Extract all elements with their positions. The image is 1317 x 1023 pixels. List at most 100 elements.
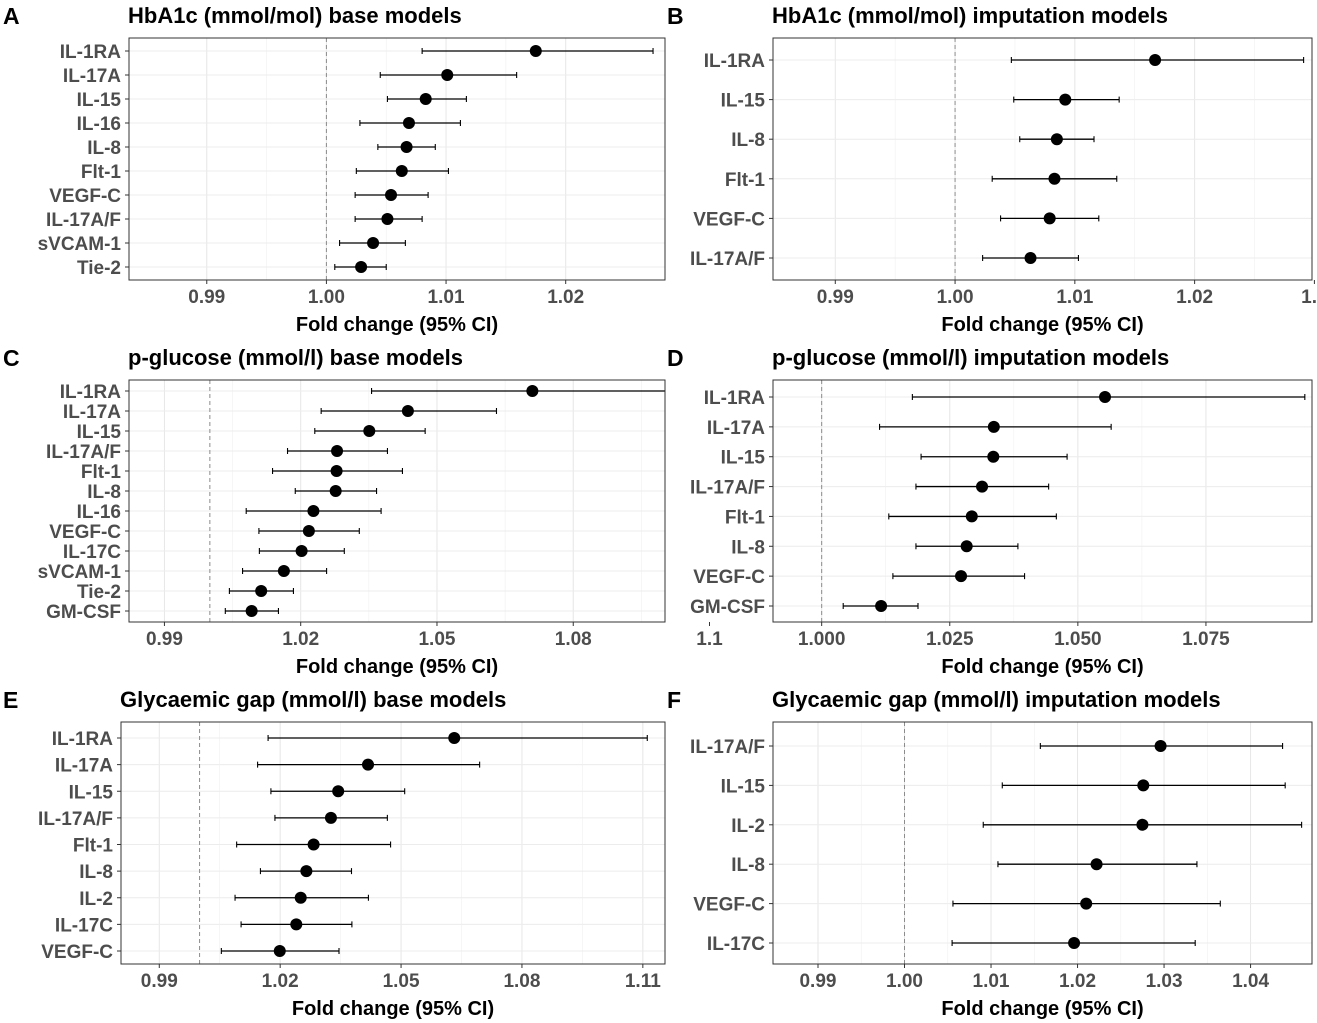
estimate-point [1136, 818, 1149, 831]
estimate-point [362, 758, 375, 771]
y-tick-label: IL-15 [721, 448, 766, 469]
x-axis-title: Fold change (95% CI) [292, 998, 494, 1020]
estimate-point [976, 480, 989, 493]
x-tick-label: 0.99 [146, 629, 183, 650]
panel-title-b: HbA1c (mmol/mol) imputation models [772, 3, 1169, 28]
estimate-point [395, 165, 408, 177]
estimate-point [307, 838, 320, 851]
y-tick-label: GM-CSF [690, 597, 765, 618]
y-tick-label: IL-1RA [704, 51, 766, 72]
x-tick-label: 0.99 [141, 971, 178, 992]
panel-letter-f: F [667, 687, 682, 713]
y-tick-label: IL-17A/F [46, 210, 121, 231]
estimate-point [245, 605, 258, 617]
panel-border [120, 721, 666, 965]
y-tick-label: IL-1RA [60, 382, 122, 403]
estimate-point [1137, 779, 1150, 792]
y-tick-label: GM-CSF [46, 602, 121, 623]
x-tick-label: 1.04 [1232, 971, 1269, 992]
y-tick-label: IL-17A [55, 756, 113, 777]
panel-letter-a: A [3, 3, 20, 29]
x-tick-label: 1.05 [418, 629, 455, 650]
y-tick-label: VEGF-C [49, 186, 121, 207]
panel-c: IL-1RAIL-17AIL-15IL-17A/FFlt-1IL-8IL-16V… [38, 379, 723, 678]
estimate-point [987, 450, 1000, 463]
x-tick-label: 1.050 [1054, 629, 1102, 650]
y-tick-label: Flt-1 [725, 507, 766, 528]
y-tick-label: IL-1RA [704, 388, 766, 409]
estimate-point [329, 485, 342, 497]
estimate-point [277, 565, 290, 577]
estimate-point [955, 570, 968, 583]
x-tick-label: 1.02 [282, 629, 319, 650]
panel-border [772, 37, 1313, 281]
y-tick-label: VEGF-C [49, 522, 121, 543]
y-tick-label: IL-2 [731, 816, 765, 837]
estimate-point [385, 189, 398, 201]
plot-area-f [773, 722, 1312, 964]
estimate-point [381, 213, 394, 225]
y-tick-label: IL-8 [87, 482, 121, 503]
y-tick-label: IL-15 [77, 90, 122, 111]
x-tick-label: 1.025 [926, 629, 974, 650]
y-tick-label: IL-17A/F [38, 809, 113, 830]
y-tick-label: IL-8 [79, 862, 113, 883]
plot-area-e [121, 722, 665, 964]
y-tick-label: Tie-2 [77, 582, 121, 603]
panel-border [772, 721, 1313, 965]
estimate-point [448, 732, 461, 744]
panel-e: IL-1RA IL-17A IL-15 IL-17A/F Flt-1 IL-8 IL-2 IL… [38, 721, 666, 1020]
y-tick-label: IL-17C [707, 934, 765, 955]
panel-a: IL-1RA IL-17A IL-15 IL-16 IL-8 Flt-1 VEGF-C IL-… [38, 37, 666, 336]
estimate-point [441, 69, 454, 81]
plot-area-c [129, 380, 665, 622]
x-axis-title: Fold change (95% CI) [296, 656, 498, 678]
estimate-point [1059, 93, 1072, 106]
y-tick-label: IL-17A/F [690, 737, 765, 758]
panel-title-d: p-glucose (mmol/l) imputation models [772, 345, 1170, 370]
plot-area-b [773, 38, 1312, 280]
estimate-point [1068, 937, 1081, 949]
x-axis-title: Fold change (95% CI) [941, 656, 1143, 678]
y-tick-label: VEGF-C [693, 895, 765, 916]
estimate-point [302, 525, 315, 537]
panel-border [128, 37, 666, 281]
x-tick-label: 1.000 [798, 629, 846, 650]
y-tick-label: IL-1RA [52, 729, 114, 750]
panel-b: IL-1RA IL-15 IL-8 Flt-1 VEGF-C IL-17A/F 0.99 1.… [690, 37, 1317, 336]
panel-letter-b: B [667, 3, 684, 29]
estimate-point [400, 141, 413, 153]
estimate-point [300, 865, 313, 878]
estimate-point [875, 600, 888, 612]
estimate-point [355, 261, 368, 273]
x-tick-label: 1.0 [1301, 287, 1317, 308]
y-tick-label: VEGF-C [693, 567, 765, 588]
y-tick-label: Flt-1 [73, 836, 114, 857]
estimate-point [307, 505, 320, 517]
estimate-point [1048, 172, 1061, 185]
estimate-point [273, 945, 286, 957]
estimate-point [1043, 212, 1056, 225]
panel-title-c: p-glucose (mmol/l) base models [128, 345, 463, 370]
x-tick-label: 1.02 [262, 971, 299, 992]
x-tick-label: 1.02 [1176, 287, 1213, 308]
plot-area-a [129, 38, 665, 280]
estimate-point [402, 117, 415, 129]
x-tick-label: 1.02 [1059, 971, 1096, 992]
estimate-point [1090, 858, 1103, 871]
panel-title-e: Glycaemic gap (mmol/l) base models [120, 687, 507, 712]
y-tick-label: Tie-2 [77, 258, 121, 279]
estimate-point [363, 425, 376, 437]
y-tick-label: IL-17A/F [690, 249, 765, 270]
x-tick-label: 0.99 [817, 287, 854, 308]
estimate-point [1099, 391, 1112, 403]
y-tick-label: IL-17A [63, 66, 121, 87]
estimate-point [419, 93, 432, 105]
y-tick-label: IL-15 [77, 422, 122, 443]
x-tick-label: 1.08 [503, 971, 540, 992]
panel-letter-d: D [667, 345, 684, 371]
y-tick-label: IL-17C [63, 542, 121, 563]
estimate-point [960, 540, 973, 553]
